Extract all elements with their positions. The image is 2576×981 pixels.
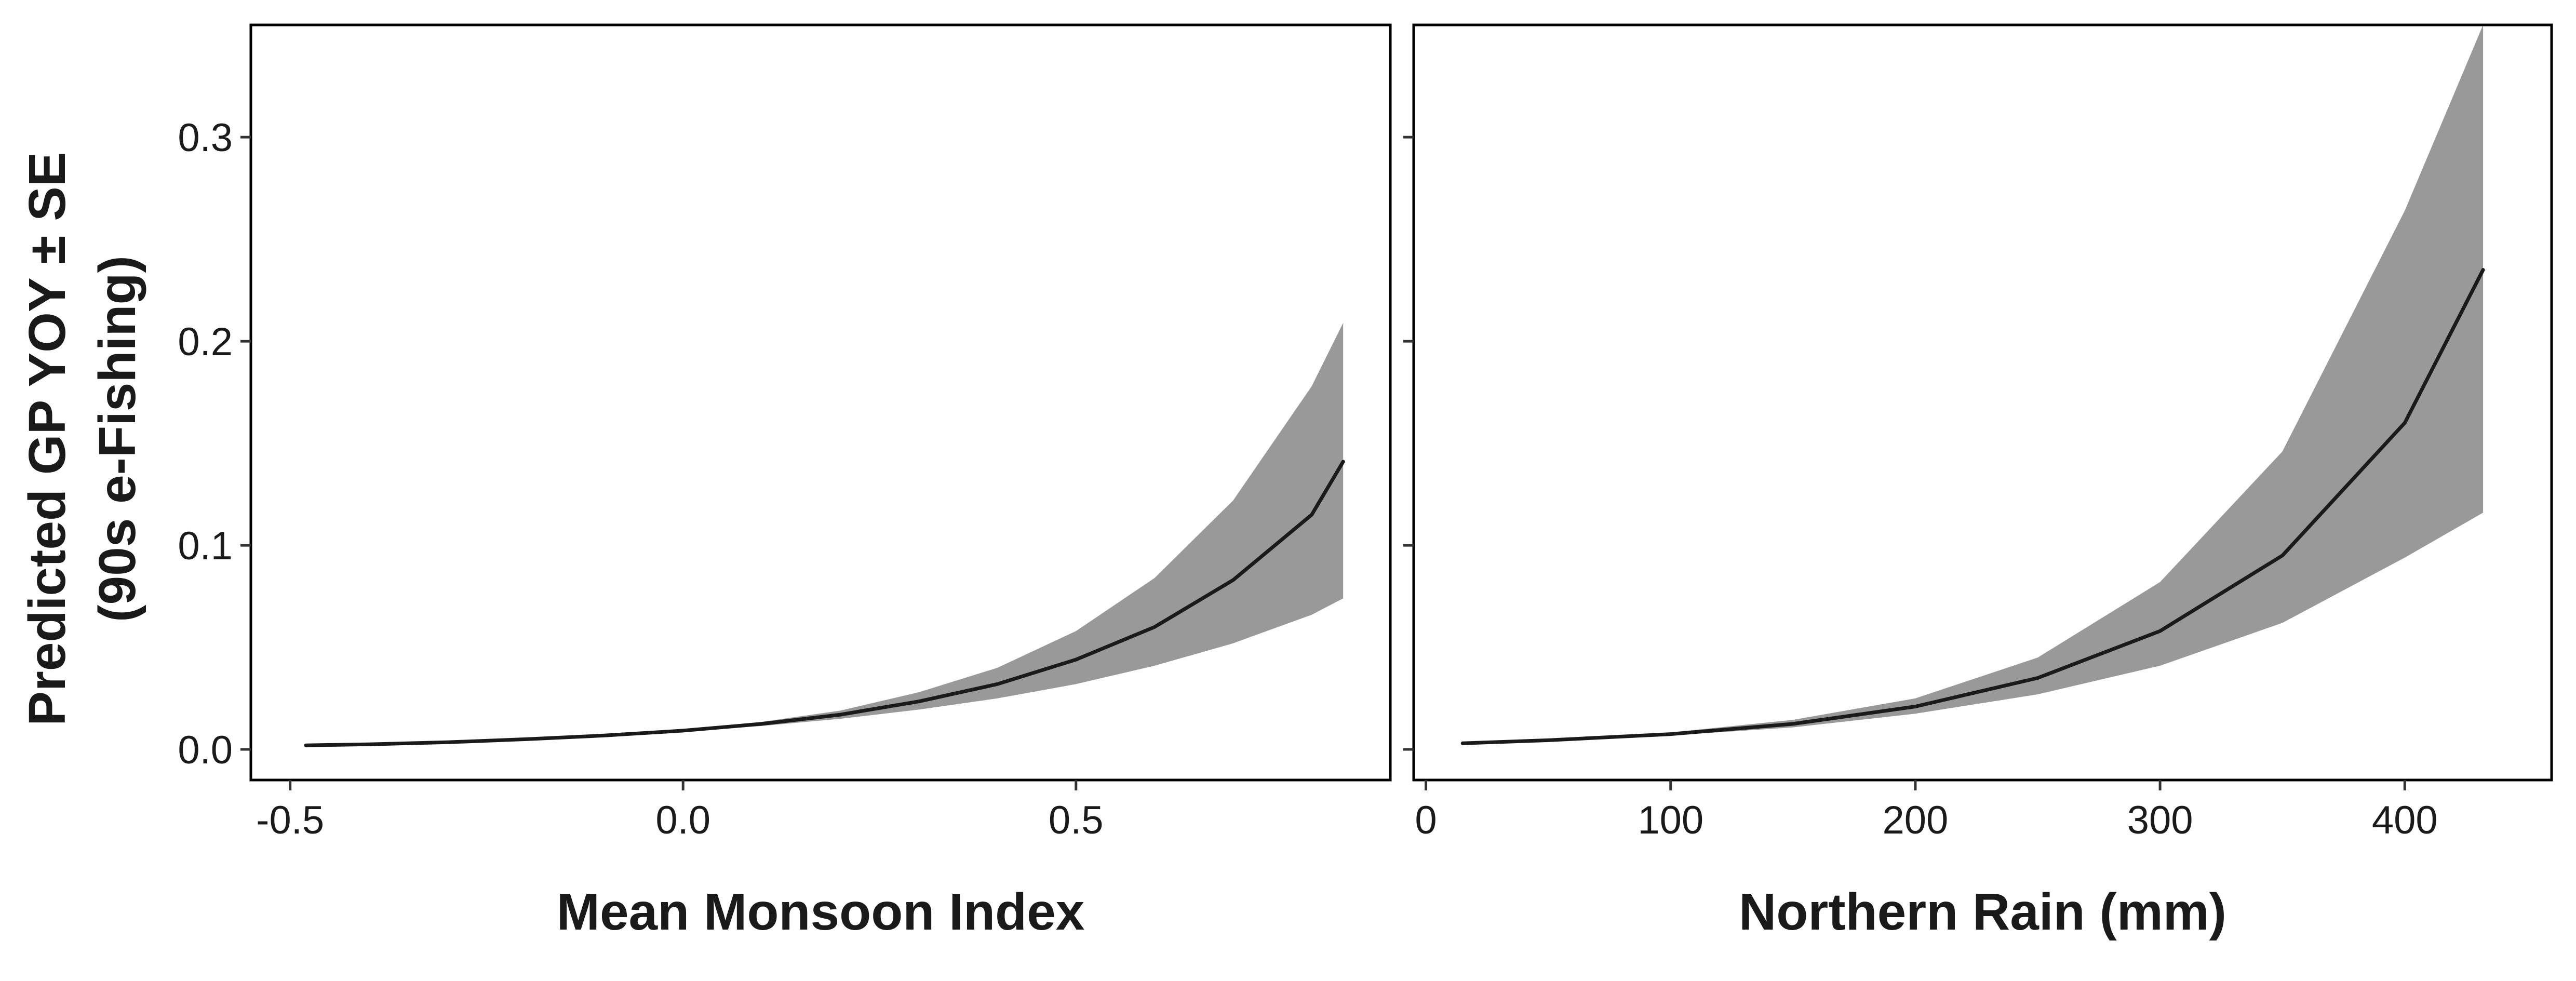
x-tick-label: 200 [1883,798,1949,842]
x-tick-label: 0.0 [655,798,710,842]
se-band [305,322,1344,746]
x-axis-title: Northern Rain (mm) [1739,883,2226,941]
panel-frame [249,23,1392,782]
panel-northern-rain: 0 100 200 300 400 Northern Rain (mm) [1403,23,2553,941]
y-tick-label: 0.0 [178,728,233,772]
y-axis-title-line2: (90s e-Fishing) [88,256,146,622]
y-axis: 0.0 0.1 0.2 0.3 [178,116,251,772]
y-tick-label: 0.3 [178,116,233,160]
x-tick-label: 0.5 [1049,798,1104,842]
x-tick-label: 100 [1638,798,1703,842]
fit-line [304,460,1345,747]
y-tick-label: 0.2 [178,320,233,364]
fit-line [1460,268,2485,745]
panel-mean-monsoon-index: 0.0 0.1 0.2 0.3 -0.5 0.0 0.5 Mean Monsoon Ind… [178,23,1392,941]
x-axis: -0.5 0.0 0.5 [256,780,1104,842]
panel-frame [1412,23,2553,782]
y-tick-label: 0.1 [178,524,233,568]
y-axis-title: Predicted GP YOY ± SE [18,152,76,725]
x-tick-label: 400 [2372,798,2438,842]
x-tick-label: 300 [2127,798,2193,842]
x-tick-label: 0 [1415,798,1437,842]
y-axis [1403,136,1414,751]
se-band [1463,25,2484,744]
x-tick-label: -0.5 [256,798,324,842]
x-axis: 0 100 200 300 400 [1415,780,2438,842]
x-axis-title: Mean Monsoon Index [557,883,1085,941]
